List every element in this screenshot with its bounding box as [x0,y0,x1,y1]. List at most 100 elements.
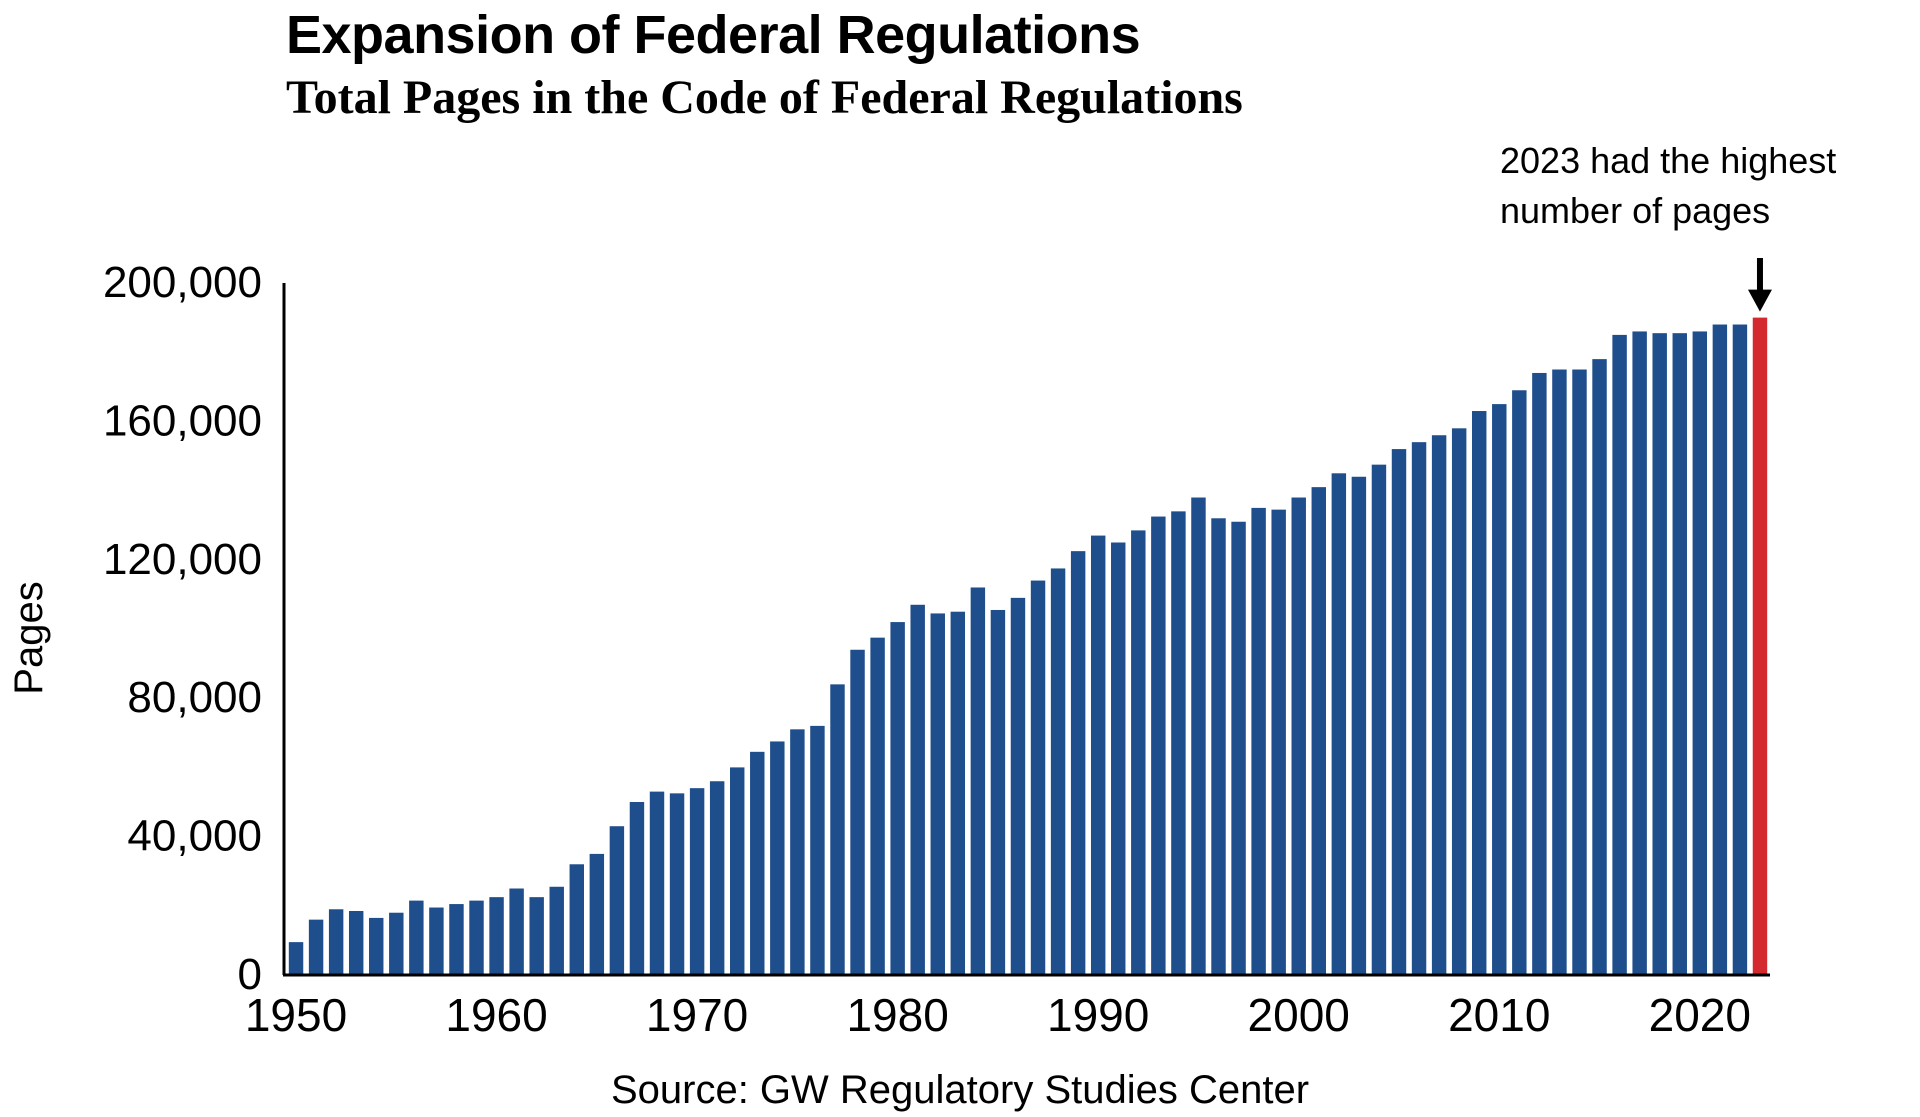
bar-1964 [569,864,584,975]
x-tick-label: 2010 [1448,989,1550,1041]
chart-title: Expansion of Federal Regulations [286,5,1141,65]
bar-2003 [1351,476,1367,975]
bar-2012 [1532,372,1547,976]
y-tick-label: 120,000 [103,535,262,584]
x-axis: 1950 1960 1970 1980 1990 2000 2010 2020 [245,973,1770,1041]
bar-1952 [328,909,344,975]
bar-1984 [970,587,986,975]
x-tick-label: 1960 [445,989,547,1041]
bar-1981 [910,604,925,975]
source-note: Source: GW Regulatory Studies Center [610,1068,1310,1112]
bar-2021 [1712,324,1728,975]
bar-1957 [429,907,444,975]
bar-1967 [629,802,645,975]
bar-2006 [1411,442,1427,975]
bar-1959 [469,900,484,975]
x-tick-label: 2020 [1649,989,1751,1041]
y-axis-label: Pages [7,581,51,694]
bar-2010 [1492,404,1507,976]
bar-2005 [1391,449,1407,976]
y-tick-label: 200,000 [103,258,262,307]
bar-2004 [1371,464,1387,975]
bar-1950 [288,942,304,975]
bar-1958 [449,904,464,975]
bar-1995 [1191,497,1206,975]
bar-2013 [1552,369,1567,975]
bar-1955 [389,912,404,975]
bar-1980 [890,622,905,975]
bar-2007 [1431,435,1447,975]
x-tick-label: 1970 [646,989,748,1041]
bar-2014 [1572,369,1587,975]
bar-1991 [1111,542,1126,975]
bar-2020 [1692,331,1708,975]
y-tick-label: 80,000 [127,673,262,722]
bar-2008 [1451,428,1467,975]
bar-1953 [348,910,364,975]
bar-2015 [1592,359,1607,975]
x-tick-label: 1980 [846,989,948,1041]
bar-1999 [1271,509,1286,975]
bar-1986 [1010,597,1026,975]
x-tick-label: 1990 [1047,989,1149,1041]
bar-1971 [709,781,725,975]
bar-1970 [689,788,705,975]
bar-1954 [369,917,384,975]
bar-2002 [1331,473,1347,975]
bar-1960 [489,897,504,975]
bar-1968 [649,791,665,975]
y-tick-label: 40,000 [127,812,262,861]
annotation: 2023 had the highest number of pages [1500,140,1836,312]
bar-1961 [509,888,524,975]
chart-subtitle: Total Pages in the Code of Federal Regul… [286,71,1243,124]
bar-1965 [589,853,605,975]
bar-2016 [1612,334,1627,975]
bar-1966 [609,826,625,975]
bar-1972 [730,767,745,975]
bar-2001 [1311,487,1326,975]
bar-1962 [529,897,544,975]
bar-1976 [810,725,825,975]
bar-2018 [1652,333,1667,975]
bar-1975 [790,729,805,975]
bar-2022 [1732,324,1748,975]
bar-1973 [750,751,765,975]
bar-2000 [1291,497,1306,975]
bar-1996 [1211,518,1226,975]
bar-1994 [1171,511,1186,975]
bar-1992 [1131,530,1146,975]
bar-1993 [1151,516,1166,975]
annotation-text: 2023 had the highest [1500,140,1836,181]
bar-2009 [1472,411,1487,975]
bar-1977 [830,684,845,975]
bar-1985 [990,609,1006,975]
bar-1982 [930,613,945,975]
bar-1987 [1030,580,1046,975]
bar-1956 [409,900,424,975]
y-tick-label: 160,000 [103,396,262,445]
bars-group [288,317,1768,976]
bar-2019 [1672,333,1687,975]
bar-1978 [850,649,865,975]
annotation-arrow-head [1747,289,1772,312]
bar-1974 [770,741,785,975]
bar-1988 [1050,568,1066,975]
x-tick-label: 2000 [1248,989,1350,1041]
bar-1997 [1231,521,1246,975]
y-axis: 0 40,000 80,000 120,000 160,000 200,000 [103,258,286,999]
bar-1998 [1251,507,1266,975]
bar-1983 [950,611,966,975]
bar-1979 [870,637,885,975]
bar-1990 [1090,535,1106,975]
bar-2023 [1752,317,1768,976]
bar-2011 [1512,390,1527,975]
bar-1969 [669,793,685,975]
bar-2017 [1632,331,1647,975]
x-tick-label: 1950 [245,989,347,1041]
y-tick-label: 0 [238,950,262,999]
bar-1989 [1070,551,1086,975]
bar-1963 [549,886,564,975]
bar-1951 [308,919,324,975]
annotation-text: number of pages [1500,190,1770,231]
